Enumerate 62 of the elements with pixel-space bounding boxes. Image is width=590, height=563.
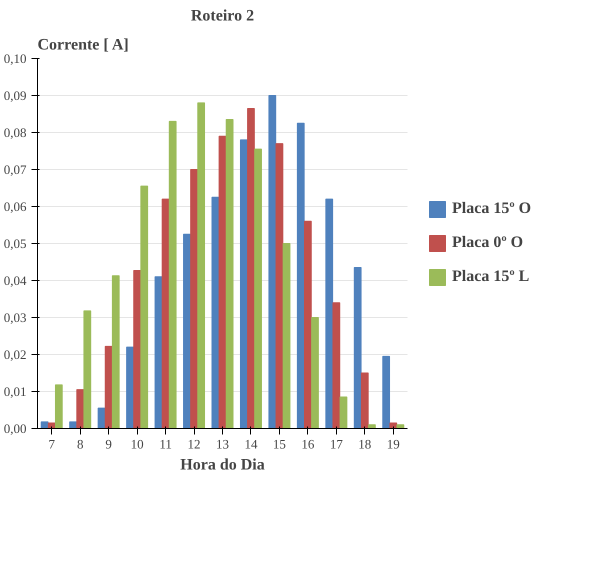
bar (247, 108, 255, 428)
bar (332, 302, 340, 428)
bar (133, 270, 141, 428)
bar (197, 102, 206, 428)
bar (190, 169, 198, 428)
y-tick-label: 0,03 (4, 310, 26, 325)
x-tick-label: 13 (216, 436, 229, 452)
x-tick-label: 19 (386, 436, 400, 452)
bar (340, 396, 348, 428)
bar (168, 120, 177, 428)
y-tick-label: 0,04 (4, 273, 27, 288)
bar (276, 143, 284, 428)
y-tick-label: 0,09 (4, 88, 26, 103)
bar (282, 243, 290, 428)
bar (112, 275, 120, 428)
x-tick-label: 14 (244, 436, 258, 452)
bar (162, 198, 170, 428)
bar (154, 276, 162, 428)
x-tick-label: 12 (188, 436, 201, 452)
bar (54, 384, 63, 428)
x-tick-label: 16 (301, 436, 315, 452)
y-tick-label: 0,00 (4, 421, 26, 436)
y-tick-label: 0,01 (4, 384, 26, 399)
x-tick-label: 11 (159, 436, 172, 452)
y-tick-label: 0,06 (4, 199, 27, 214)
y-tick-label: 0,02 (4, 347, 26, 362)
legend-label: Placa 0º O (452, 234, 524, 252)
bar (183, 234, 191, 428)
bar (40, 421, 48, 428)
bar (360, 372, 369, 428)
bar (354, 267, 362, 428)
x-tick-label: 18 (358, 436, 372, 452)
bar (325, 198, 334, 428)
bar (226, 119, 234, 428)
x-tick-label: 8 (76, 436, 84, 452)
bar (382, 356, 390, 428)
x-tick-label: 7 (48, 436, 56, 452)
y-tick-label: 0,10 (4, 51, 26, 66)
bar (83, 310, 92, 428)
legend-label: Placa 15º L (452, 268, 530, 286)
x-tick-label: 15 (272, 436, 286, 452)
y-tick-label: 0,05 (4, 236, 26, 251)
legend-label: Placa 15º O (452, 200, 532, 218)
y-tick-label: 0,07 (4, 162, 27, 177)
bar (304, 220, 312, 428)
x-axis-title: Hora do Dia (180, 456, 265, 474)
bar (240, 139, 248, 428)
x-tick-label: 10 (130, 436, 144, 452)
x-tick-label: 17 (330, 436, 344, 452)
y-tick-label: 0,08 (4, 125, 26, 140)
x-tick-label: 9 (105, 436, 112, 452)
bar (98, 408, 106, 428)
chart-title: Roteiro 2 (190, 8, 254, 24)
bar (254, 148, 262, 428)
bar (218, 136, 226, 428)
bar (140, 186, 148, 428)
bar (296, 122, 305, 428)
bar (311, 317, 319, 428)
bar (126, 346, 134, 428)
bar (268, 95, 276, 428)
bar (212, 196, 220, 428)
y-axis-title: Corrente [ A] (38, 36, 129, 54)
